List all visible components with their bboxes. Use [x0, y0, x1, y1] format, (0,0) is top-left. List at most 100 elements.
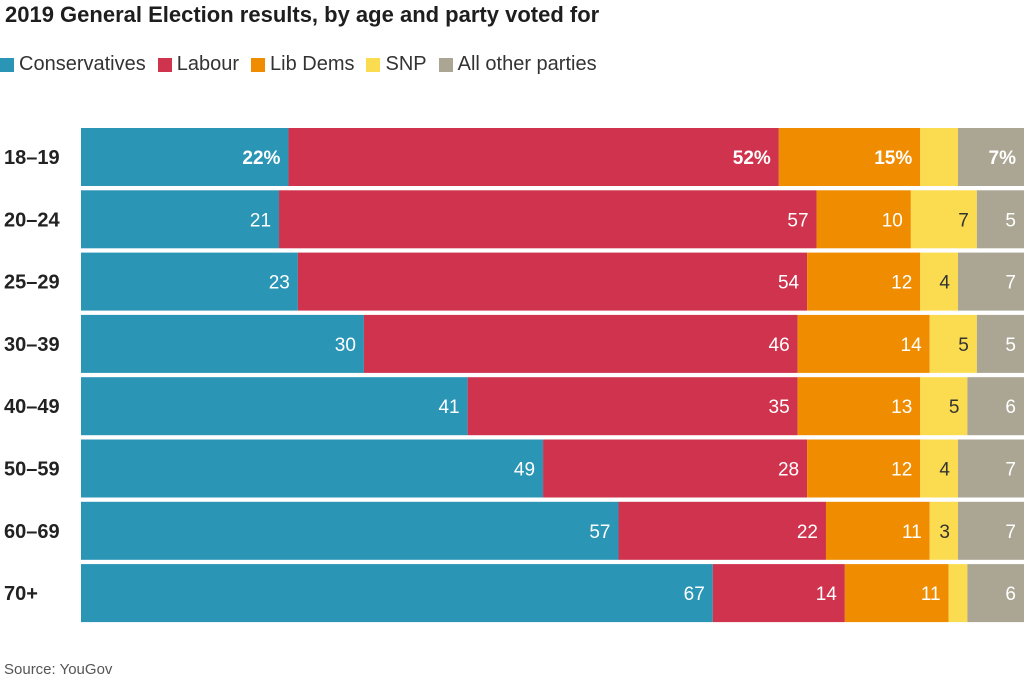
bar-segment [712, 564, 845, 623]
bar-segment [976, 314, 1024, 373]
legend-label: All other parties [457, 53, 597, 75]
data-label: 57 [787, 210, 808, 231]
legend-item-conservatives: Conservatives [0, 53, 146, 76]
data-label: 57 [589, 522, 610, 543]
bar-segment [618, 501, 826, 560]
bar-segment [797, 314, 930, 373]
legend-label: Lib Dems [270, 53, 355, 75]
data-label: 3 [939, 522, 950, 543]
category-label: 50–59 [4, 459, 60, 481]
bar-segment [288, 128, 779, 186]
bar-segment [957, 128, 1024, 186]
bar-segment [929, 501, 958, 560]
bar-segment [844, 564, 949, 623]
bar-segment [279, 190, 817, 249]
legend-item-snp: SNP [366, 53, 427, 76]
data-label: 22% [242, 148, 280, 169]
data-label: 12 [891, 273, 912, 294]
bar-segment [81, 377, 468, 436]
category-label: 30–39 [4, 334, 60, 356]
data-label: 14 [901, 335, 923, 356]
data-label: 22 [797, 522, 818, 543]
chart-title: 2019 General Election results, by age an… [5, 2, 600, 27]
bar-segment [81, 501, 619, 560]
data-label: 5 [1005, 210, 1016, 231]
bar-segment [920, 128, 958, 186]
bar-segment [81, 564, 713, 623]
data-label: 46 [769, 335, 790, 356]
data-label: 28 [778, 460, 799, 481]
bar-segment [825, 501, 930, 560]
data-label: 23 [269, 273, 290, 294]
legend-label: SNP [385, 53, 427, 75]
bar-segment [976, 190, 1024, 249]
data-label: 41 [438, 397, 459, 418]
bar-segment [920, 439, 958, 498]
bar-segment [297, 252, 808, 311]
legend-swatch [0, 57, 14, 72]
data-label: 35 [769, 397, 790, 418]
bar-segment [543, 439, 808, 498]
data-label: 67 [684, 584, 705, 605]
data-label: 7 [1005, 273, 1016, 294]
bar-segment [948, 564, 968, 623]
legend-label: Labour [176, 53, 239, 75]
data-label: 7% [989, 148, 1017, 169]
bar-segment [920, 377, 968, 436]
data-label: 6 [1005, 397, 1016, 418]
data-label: 4 [939, 273, 950, 294]
data-label: 7 [1005, 522, 1016, 543]
legend-swatch [251, 57, 265, 72]
category-label: 20–24 [4, 209, 60, 231]
bar-segment [967, 377, 1024, 436]
bar-segment [957, 439, 1024, 498]
category-label: 25–29 [4, 272, 60, 294]
legend-swatch [157, 57, 172, 72]
data-label: 21 [250, 210, 271, 231]
data-label: 5 [949, 397, 960, 418]
legend-swatch [438, 57, 453, 72]
data-label: 11 [921, 584, 941, 605]
data-label: 52% [733, 148, 771, 169]
data-label: 13 [891, 397, 912, 418]
bar-segment [81, 314, 364, 373]
category-label: 60–69 [4, 521, 60, 543]
bar-segment [81, 439, 544, 498]
bar-segment [910, 190, 977, 249]
bar-segment [957, 501, 1024, 560]
bar-segment [81, 190, 280, 249]
legend-label: Conservatives [19, 53, 146, 75]
legend-item-all-other-parties: All other parties [438, 53, 597, 76]
bar-segment [929, 314, 977, 373]
data-label: 10 [882, 210, 903, 231]
legend-item-labour: Labour [157, 53, 239, 76]
data-label: 11 [902, 522, 922, 543]
bar-segment [81, 252, 298, 311]
data-label: 4 [939, 460, 950, 481]
data-label: 7 [958, 210, 969, 231]
category-label: 40–49 [4, 396, 60, 418]
bar-segment [807, 439, 921, 498]
legend-swatch [366, 57, 381, 72]
data-label: 7 [1005, 460, 1016, 481]
category-label: 18–19 [4, 147, 60, 169]
bar-segment [467, 377, 798, 436]
legend-item-lib-dems: Lib Dems [251, 53, 354, 76]
data-label: 54 [778, 273, 800, 294]
data-label: 14 [816, 584, 838, 605]
bar-segment [363, 314, 798, 373]
source-note: Source: YouGov [4, 661, 113, 678]
data-label: 15% [874, 148, 912, 169]
data-label: 5 [958, 335, 969, 356]
category-label: 70+ [4, 583, 38, 605]
bar-segment [81, 128, 289, 186]
bar-segment [967, 564, 1024, 623]
bar-segment [778, 128, 921, 186]
data-label: 49 [514, 460, 535, 481]
bar-segment [816, 190, 911, 249]
chart-legend: Conservatives Labour Lib Dems SNP All other … [0, 53, 609, 76]
data-label: 6 [1005, 584, 1016, 605]
bar-segment [807, 252, 921, 311]
bar-segment [797, 377, 921, 436]
